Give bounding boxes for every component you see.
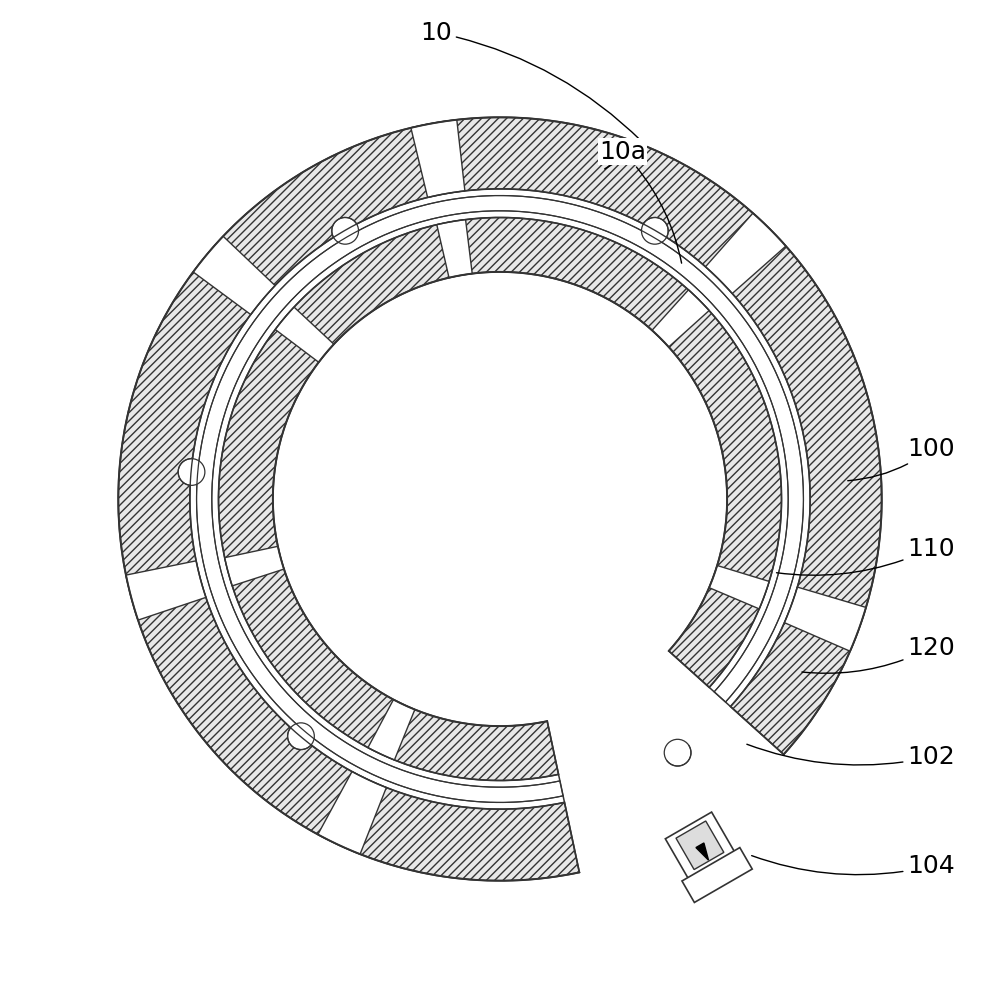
Wedge shape: [118, 118, 882, 880]
Polygon shape: [696, 843, 709, 860]
Polygon shape: [275, 307, 334, 362]
Polygon shape: [437, 220, 472, 277]
Polygon shape: [652, 289, 709, 347]
Polygon shape: [318, 771, 386, 854]
Text: 104: 104: [752, 854, 955, 878]
Text: 102: 102: [747, 745, 955, 769]
Polygon shape: [676, 821, 724, 869]
Text: 100: 100: [848, 437, 955, 481]
Circle shape: [178, 459, 205, 485]
Wedge shape: [197, 196, 803, 802]
Polygon shape: [411, 120, 465, 198]
Text: 110: 110: [777, 537, 955, 575]
Text: 120: 120: [802, 636, 955, 674]
Polygon shape: [682, 847, 752, 902]
Circle shape: [332, 218, 359, 245]
Wedge shape: [218, 218, 782, 780]
Text: 10: 10: [421, 21, 642, 142]
Polygon shape: [665, 812, 740, 888]
Circle shape: [664, 740, 691, 766]
Circle shape: [641, 218, 668, 245]
Text: 10a: 10a: [599, 140, 682, 263]
Polygon shape: [193, 237, 275, 314]
Circle shape: [288, 723, 314, 749]
Polygon shape: [709, 566, 769, 609]
Polygon shape: [225, 546, 284, 586]
Polygon shape: [784, 587, 866, 652]
Polygon shape: [126, 561, 206, 620]
Polygon shape: [706, 214, 786, 293]
Polygon shape: [368, 700, 415, 759]
